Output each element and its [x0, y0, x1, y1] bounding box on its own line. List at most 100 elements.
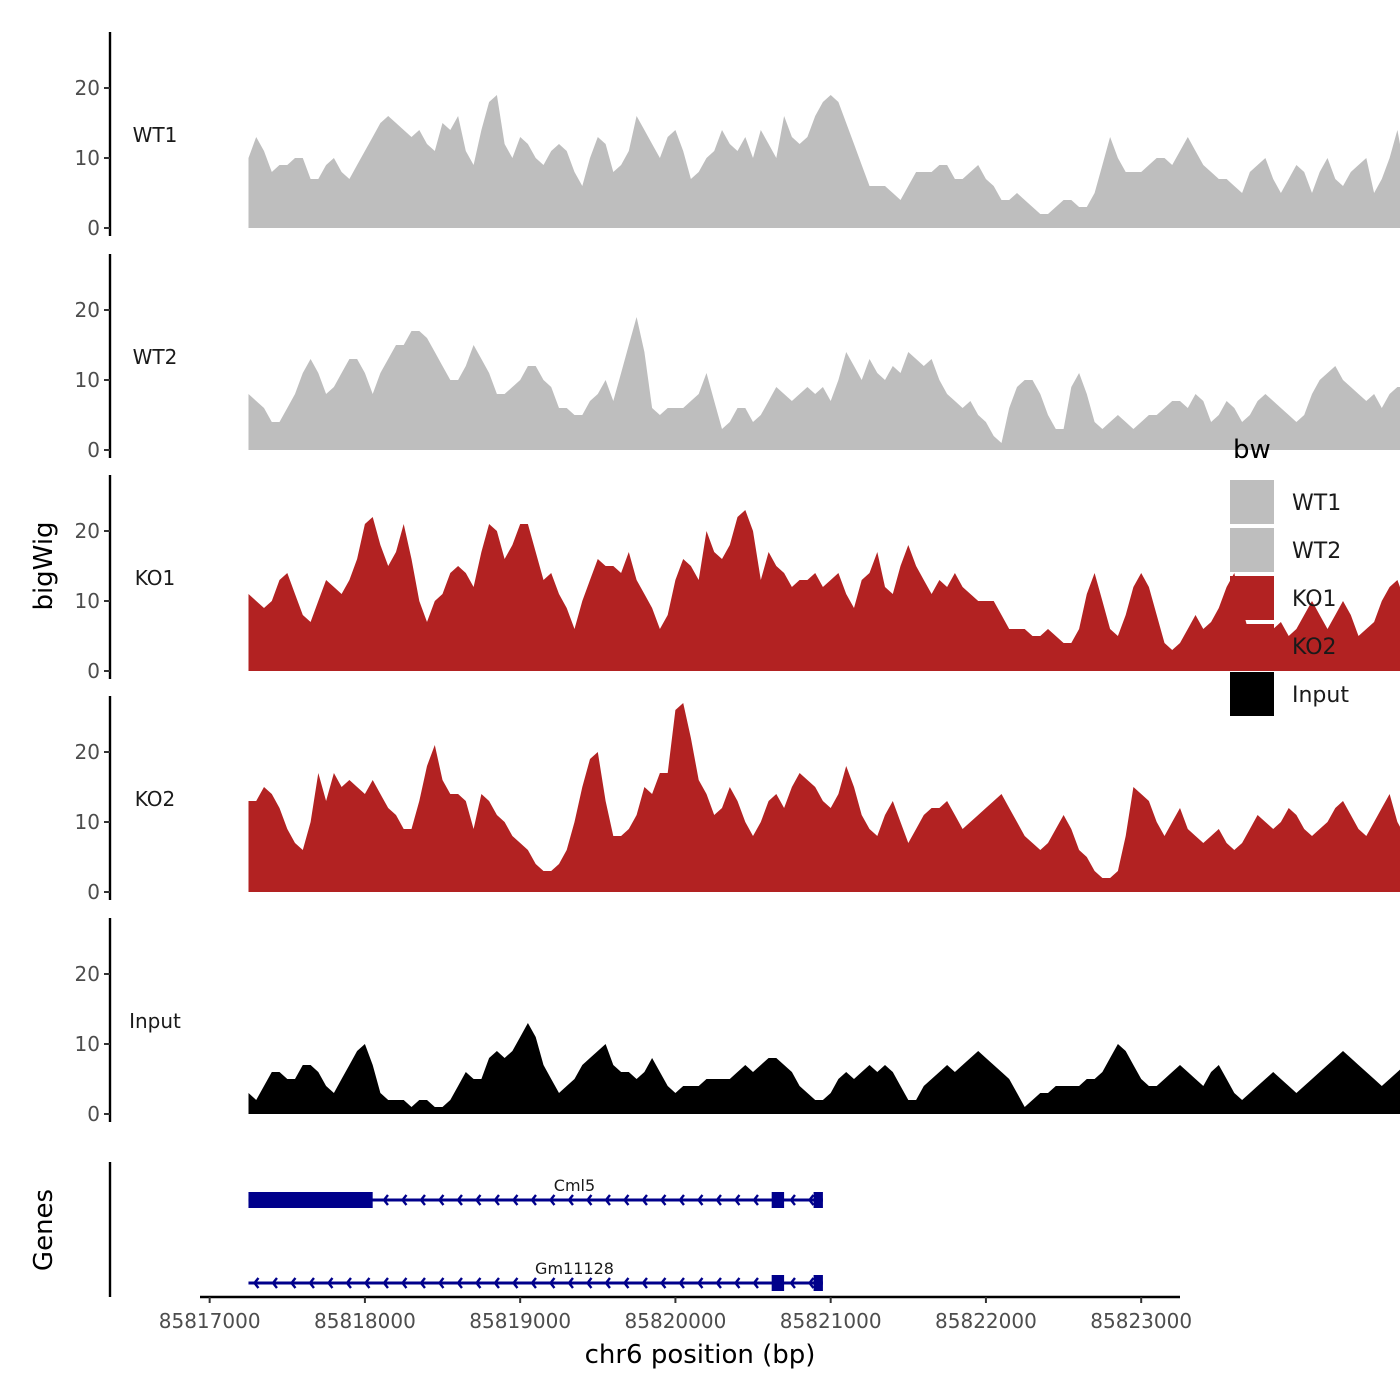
x-tick-label: 85821000: [780, 1309, 882, 1333]
strand-arrow: [511, 1194, 519, 1206]
strand-arrow: [345, 1277, 352, 1289]
y-tick-label: 10: [75, 810, 100, 834]
strand-arrow: [715, 1277, 722, 1289]
coverage-area-wt1: [248, 95, 1400, 228]
strand-arrow: [437, 1194, 445, 1206]
track-label-ko1: KO1: [135, 566, 176, 590]
track-label-input: Input: [129, 1009, 181, 1033]
y-tick-label: 10: [75, 368, 100, 392]
y-axis-title: bigWig: [29, 521, 59, 610]
strand-arrow: [437, 1277, 445, 1289]
y-tick-label: 0: [87, 438, 100, 462]
coverage-area-wt2: [248, 317, 1400, 450]
y-tick-label: 20: [75, 298, 100, 322]
track-panel-ko1: 0 10 20 KO1: [75, 475, 1400, 683]
y-tick-label: 10: [75, 146, 100, 170]
strand-arrow: [733, 1277, 741, 1289]
strand-arrow: [474, 1194, 482, 1206]
gene-track: Genes Cml5 Gm11128: [29, 1162, 823, 1297]
x-tick-label: 85822000: [935, 1309, 1037, 1333]
legend-swatch-wt2: [1230, 528, 1274, 572]
x-axis: 85817000 85818000 85819000 85820000 85821000…: [159, 1295, 1192, 1333]
y-tick-label: 20: [75, 962, 100, 986]
strand-arrow: [807, 1277, 815, 1289]
coverage-area-input: [248, 1023, 1400, 1114]
strand-arrow: [363, 1277, 371, 1289]
strand-arrow: [604, 1277, 611, 1289]
strand-arrow: [419, 1277, 426, 1289]
legend-swatch-ko2: [1230, 624, 1274, 668]
strand-arrow: [326, 1277, 334, 1289]
x-tick-label: 85820000: [625, 1309, 727, 1333]
x-tick-label: 85823000: [1090, 1309, 1192, 1333]
strand-arrow: [696, 1194, 704, 1206]
strand-arrow: [789, 1194, 796, 1206]
x-axis-title: chr6 position (bp): [585, 1340, 816, 1370]
y-tick-label: 0: [87, 880, 100, 904]
y-tick-label: 20: [75, 740, 100, 764]
x-tick-label: 85819000: [469, 1309, 571, 1333]
y-tick-label: 0: [87, 659, 100, 683]
strand-arrow: [641, 1277, 648, 1289]
legend-swatch-input: [1230, 672, 1274, 716]
strand-arrow: [548, 1194, 556, 1206]
strand-arrow: [530, 1194, 537, 1206]
x-tick-label: 85817000: [159, 1309, 261, 1333]
y-tick-label: 20: [75, 519, 100, 543]
strand-arrow: [289, 1277, 297, 1289]
y-tick-label: 20: [75, 76, 100, 100]
legend-label-wt2: WT2: [1292, 539, 1341, 564]
x-tick-label: 85818000: [314, 1309, 416, 1333]
legend-label-ko2: KO2: [1292, 635, 1337, 660]
strand-arrow: [585, 1277, 593, 1289]
strand-arrow: [678, 1194, 685, 1206]
strand-arrow: [622, 1194, 630, 1206]
gene-exon: [248, 1192, 373, 1208]
track-label-ko2: KO2: [135, 787, 176, 811]
strand-arrow: [752, 1277, 759, 1289]
legend-title: bw: [1233, 435, 1271, 465]
legend-label-wt1: WT1: [1292, 491, 1341, 516]
strand-arrow: [567, 1277, 574, 1289]
strand-arrow: [622, 1277, 630, 1289]
strand-arrow: [567, 1194, 574, 1206]
gene-exon: [771, 1275, 785, 1291]
strand-arrow: [456, 1277, 463, 1289]
strand-arrow: [382, 1277, 389, 1289]
track-label-wt1: WT1: [133, 123, 178, 147]
strand-arrow: [400, 1277, 408, 1289]
coverage-area-ko1: [248, 510, 1400, 671]
legend-label-ko1: KO1: [1292, 587, 1337, 612]
strand-arrow: [641, 1194, 648, 1206]
gene-exon: [813, 1192, 823, 1208]
y-tick-label: 10: [75, 589, 100, 613]
track-panel-wt1: 0 10 20 WT1: [75, 32, 1400, 240]
strand-arrow: [585, 1194, 593, 1206]
gene-track-label: Genes: [29, 1189, 59, 1271]
legend-swatch-ko1: [1230, 576, 1274, 620]
strand-arrow: [419, 1194, 426, 1206]
y-tick-label: 0: [87, 1102, 100, 1126]
legend-label-input: Input: [1292, 683, 1349, 708]
strand-arrow: [789, 1277, 796, 1289]
strand-arrow: [400, 1194, 408, 1206]
strand-arrow: [382, 1194, 389, 1206]
track-panel-ko2: 0 10 20 KO2: [75, 696, 1400, 904]
strand-arrow: [530, 1277, 537, 1289]
track-panel-wt2: 0 10 20 WT2: [75, 254, 1400, 462]
strand-arrow: [308, 1277, 315, 1289]
strand-arrow: [271, 1277, 278, 1289]
gene-exon: [813, 1275, 823, 1291]
strand-arrow: [493, 1277, 500, 1289]
y-tick-label: 10: [75, 1032, 100, 1056]
strand-arrow: [807, 1194, 815, 1206]
strand-arrow: [456, 1194, 463, 1206]
strand-arrow: [548, 1277, 556, 1289]
strand-arrow: [474, 1277, 482, 1289]
strand-arrow: [252, 1277, 260, 1289]
gene-name-label: Gm11128: [535, 1259, 614, 1278]
strand-arrow: [493, 1194, 500, 1206]
track-panel-input: 0 10 20 Input: [75, 918, 1400, 1126]
strand-arrow: [696, 1277, 704, 1289]
